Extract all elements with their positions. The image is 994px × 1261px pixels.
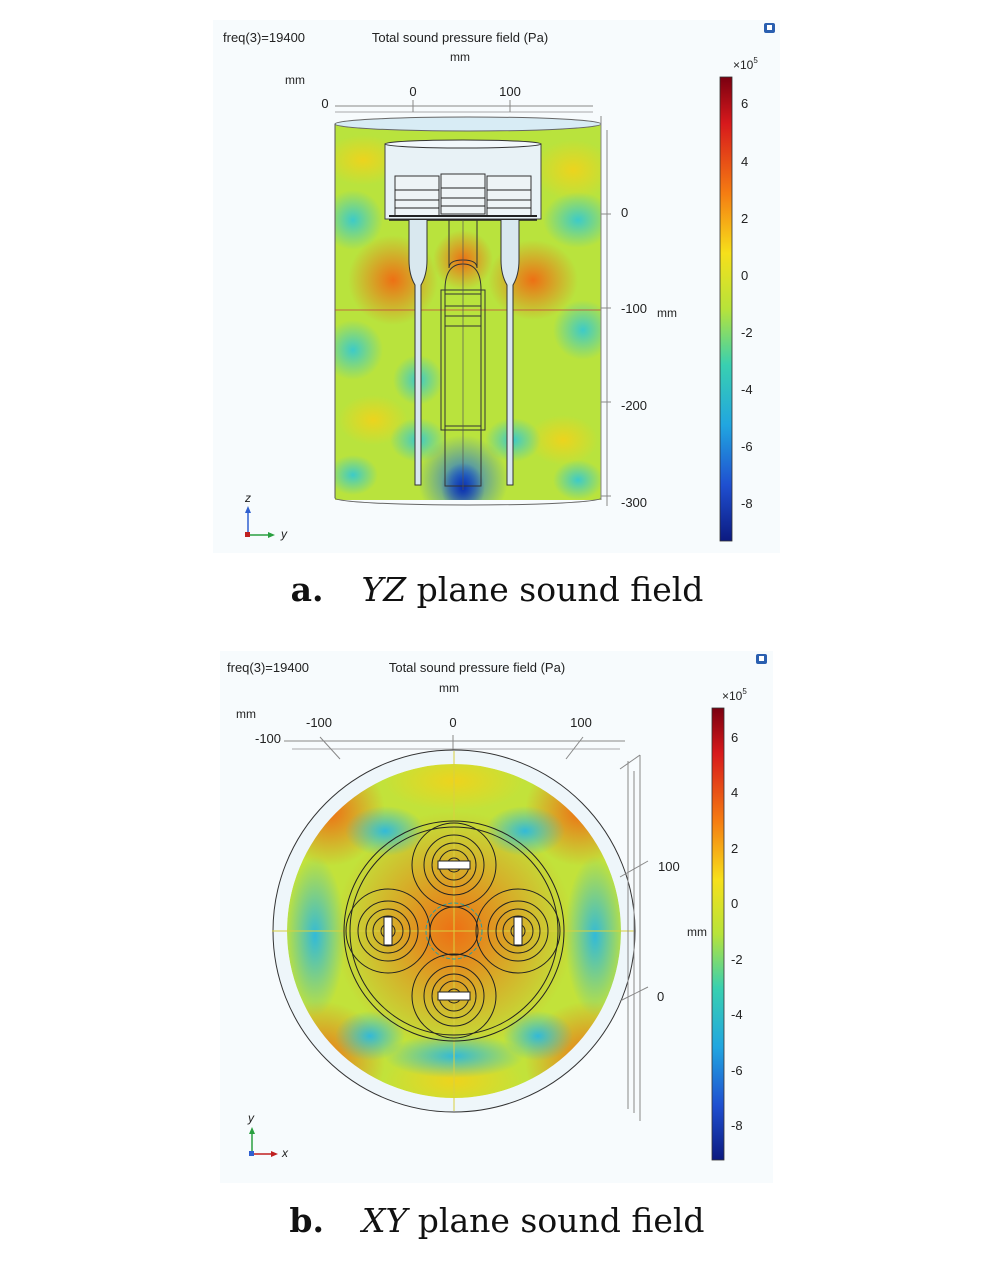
export-icon[interactable] (764, 23, 775, 33)
colorbar-tick-5: -4 (731, 1007, 743, 1022)
colorbar-tick-7: -8 (731, 1118, 743, 1133)
axis-up-label: z (244, 491, 251, 505)
axis-triad: y x (247, 1111, 289, 1160)
panel-b-xy-plot: freq(3)=19400 Total sound pressure field… (220, 651, 773, 1183)
left-axis-unit: mm (236, 707, 256, 721)
colorbar (712, 708, 724, 1160)
pressure-field-xy (255, 751, 655, 1121)
top-tick-1: 0 (409, 84, 416, 99)
panel-a-yz-plot: freq(3)=19400 Total sound pressure field… (213, 20, 780, 553)
colorbar-tick-0: 6 (741, 96, 748, 111)
colorbar-exponent: ×105 (733, 56, 758, 72)
caption-a-label: a. (291, 570, 324, 609)
top-tick-2: 100 (570, 715, 592, 730)
caption-a-text: plane sound field (417, 570, 704, 609)
colorbar-tick-3: 0 (731, 896, 738, 911)
colorbar-exponent: ×105 (722, 687, 747, 703)
colorbar-tick-5: -4 (741, 382, 753, 397)
panel-a-svg: freq(3)=19400 Total sound pressure field… (213, 20, 780, 553)
top-tick-1: 0 (449, 715, 456, 730)
top-tick-0: 0 (321, 96, 328, 111)
axis-up-label: y (247, 1111, 255, 1125)
colorbar-tick-0: 6 (731, 730, 738, 745)
right-tick-2: -200 (621, 398, 647, 413)
colorbar-tick-4: -2 (731, 952, 743, 967)
colorbar-tick-7: -8 (741, 496, 753, 511)
plot-title: Total sound pressure field (Pa) (372, 30, 548, 45)
panel-b-svg: freq(3)=19400 Total sound pressure field… (220, 651, 773, 1183)
colorbar-tick-3: 0 (741, 268, 748, 283)
axis-triad: z y (244, 491, 288, 541)
right-tick-3: -300 (621, 495, 647, 510)
colorbar-tick-6: -6 (741, 439, 753, 454)
top-tick-0: -100 (306, 715, 332, 730)
caption-b-plane: XY (362, 1201, 407, 1240)
colorbar-tick-1: 4 (741, 154, 748, 169)
right-tick-1: -100 (621, 301, 647, 316)
freq-label: freq(3)=19400 (227, 660, 309, 675)
freq-label: freq(3)=19400 (223, 30, 305, 45)
colorbar-tick-6: -6 (731, 1063, 743, 1078)
caption-a-plane: YZ (361, 570, 406, 609)
colorbar-tick-2: 2 (741, 211, 748, 226)
top-axis-unit: mm (439, 681, 459, 695)
top-axis-unit: mm (450, 50, 470, 64)
export-icon[interactable] (756, 654, 767, 664)
axis-right-label: y (280, 527, 288, 541)
colorbar-tick-4: -2 (741, 325, 753, 340)
top-tick-2: 100 (499, 84, 521, 99)
right-tick-0: 100 (658, 859, 680, 874)
right-tick-0: 0 (621, 205, 628, 220)
left-axis-unit: mm (285, 73, 305, 87)
caption-b-label: b. (289, 1201, 324, 1240)
left-tick-0: -100 (255, 731, 281, 746)
caption-b: b. XY plane sound field (0, 1201, 994, 1240)
right-axis-unit: mm (687, 925, 707, 939)
caption-a: a. YZ plane sound field (0, 570, 994, 609)
colorbar-tick-2: 2 (731, 841, 738, 856)
caption-b-text: plane sound field (418, 1201, 705, 1240)
right-axis-unit: mm (657, 306, 677, 320)
right-tick-1: 0 (657, 989, 664, 1004)
colorbar (720, 77, 732, 541)
plot-title: Total sound pressure field (Pa) (389, 660, 565, 675)
colorbar-tick-1: 4 (731, 785, 738, 800)
axis-right-label: x (281, 1146, 289, 1160)
